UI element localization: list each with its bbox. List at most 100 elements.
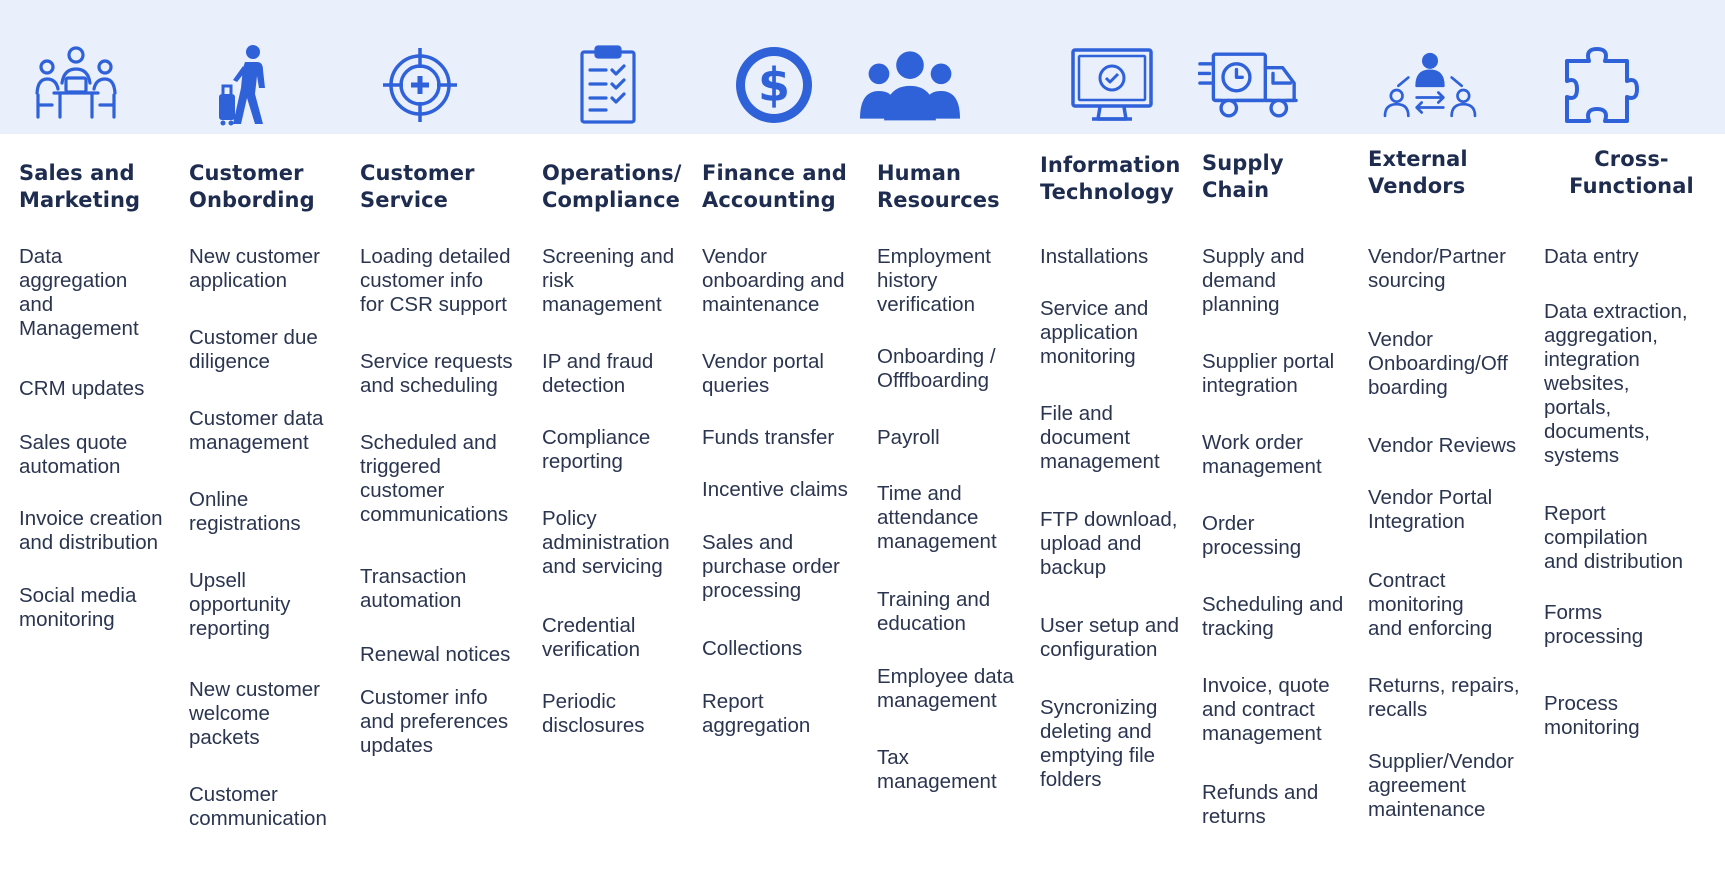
column-dollar-coin: Finance and Accounting Vendor onboarding an… [702, 160, 877, 880]
task-item-line: Supplier portal [1202, 350, 1335, 373]
task-item-line: Renewal notices [360, 643, 511, 666]
column-meeting: Sales and Marketing Data aggregation and Mana… [19, 160, 179, 880]
task-item-line: File and [1040, 402, 1113, 425]
delivery-truck-icon [1198, 40, 1298, 130]
task-item-line: customer [360, 479, 445, 502]
task-item: Sales quote automation [19, 431, 179, 479]
task-item-line: Process [1544, 692, 1619, 715]
task-item: Sales and purchase order processing [702, 531, 877, 603]
task-item: Loading detailed customer info for CSR sup… [360, 245, 540, 317]
task-item-line: Periodic [542, 690, 617, 713]
task-item-line: Service requests [360, 350, 513, 373]
task-item-line: Training and [877, 588, 991, 611]
task-item-line: maintenance [1368, 798, 1486, 821]
task-item-line: Employee data [877, 665, 1014, 688]
task-item-line: purchase order [702, 555, 840, 578]
task-item-line: deleting and [1040, 720, 1152, 743]
column-title: Customer Onbording [189, 160, 354, 214]
task-item: CRM updates [19, 377, 179, 401]
task-item-line: and [19, 293, 54, 316]
task-item-line: configuration [1040, 638, 1158, 661]
task-item-line: Forms [1544, 601, 1603, 624]
task-item-line: packets [189, 726, 260, 749]
task-item: Vendor Onboarding/Off boarding [1368, 328, 1538, 400]
task-item: Vendor onboarding and maintenance [702, 245, 877, 317]
task-item-line: management [877, 770, 997, 793]
task-item-line: Syncronizing [1040, 696, 1158, 719]
task-item: Service requests and scheduling [360, 350, 540, 398]
task-item-line: Collections [702, 637, 803, 660]
task-item-line: recalls [1368, 698, 1428, 721]
column-title-line: Service [360, 188, 449, 212]
task-item-line: Vendor Reviews [1368, 434, 1517, 457]
task-item: Data aggregation and Management [19, 245, 179, 341]
column-title-line: Accounting [702, 188, 836, 212]
task-item-line: history [877, 269, 938, 292]
task-item-line: Onboarding / [877, 345, 996, 368]
task-item-line: tracking [1202, 617, 1274, 640]
task-item-line: and enforcing [1368, 617, 1493, 640]
task-item-line: customer info [360, 269, 484, 292]
task-item-line: triggered [360, 455, 441, 478]
column-title-line: Marketing [19, 188, 141, 212]
task-item-line: Tax [877, 746, 909, 769]
task-item: New customer application [189, 245, 354, 293]
dollar-coin-icon: $ [724, 40, 824, 130]
task-item-line: Report [1544, 502, 1606, 525]
task-item: Onboarding / Offfboarding [877, 345, 1037, 393]
task-item: Credential verification [542, 614, 692, 662]
task-item: Process monitoring [1544, 692, 1719, 740]
task-item-line: automation [19, 455, 121, 478]
task-item-line: portals, [1544, 396, 1612, 419]
task-item: Supplier/Vendor agreement maintenance [1368, 750, 1538, 822]
target-icon [370, 40, 470, 130]
column-traveler: Customer Onbording New customer application… [189, 160, 354, 880]
task-item-line: returns [1202, 805, 1266, 828]
column-title-line: Chain [1202, 178, 1270, 202]
task-item: Forms processing [1544, 601, 1719, 649]
task-item-line: management [542, 293, 662, 316]
task-item-line: processing [1202, 536, 1302, 559]
task-item-line: communications [360, 503, 509, 526]
task-item-line: Invoice, quote [1202, 674, 1330, 697]
task-item: Vendor/Partner sourcing [1368, 245, 1538, 293]
task-item: Customer communication [189, 783, 354, 831]
puzzle-piece-icon [1550, 40, 1650, 130]
task-item-line: Loading detailed [360, 245, 511, 268]
icon-band: $ [0, 0, 1725, 134]
task-item-line: Refunds and [1202, 781, 1319, 804]
task-item-line: emptying file [1040, 744, 1156, 767]
task-item-line: CRM updates [19, 377, 145, 400]
task-item: Customer data management [189, 407, 354, 455]
task-item-line: websites, [1544, 372, 1630, 395]
column-title-line: Resources [877, 188, 1000, 212]
column-vendor-exchange: External Vendors Vendor/Partner sourcing Ven… [1368, 146, 1538, 880]
column-monitor-check: Information Technology Installations Servic… [1040, 152, 1200, 880]
task-item-line: compilation [1544, 526, 1648, 549]
task-item: Incentive claims [702, 478, 877, 502]
task-item-line: Credential [542, 614, 636, 637]
task-item-line: Supplier/Vendor [1368, 750, 1514, 773]
task-item-line: IP and fraud [542, 350, 654, 373]
column-title: Human Resources [877, 160, 1037, 214]
task-item-line: Social media [19, 584, 137, 607]
column-title-line: Onbording [189, 188, 315, 212]
task-item: Social media monitoring [19, 584, 179, 632]
task-item-line: automation [360, 589, 462, 612]
task-item-line: processing [1544, 625, 1644, 648]
task-item: Contract monitoring and enforcing [1368, 569, 1538, 641]
task-item: Time and attendance management [877, 482, 1037, 554]
task-item-line: reporting [189, 617, 270, 640]
task-item-line: Time and [877, 482, 962, 505]
task-item-line: Sales and [702, 531, 794, 554]
task-item-line: Vendor [1368, 328, 1433, 351]
people-group-icon [860, 40, 960, 130]
task-item-line: Sales quote [19, 431, 128, 454]
task-item: FTP download, upload and backup [1040, 508, 1200, 580]
column-title-line: Sales and [19, 161, 135, 185]
task-item-line: registrations [189, 512, 301, 535]
column-title-line: Compliance [542, 188, 680, 212]
task-item: Vendor Reviews [1368, 434, 1538, 458]
task-item-line: application [1040, 321, 1139, 344]
task-item-line: sourcing [1368, 269, 1446, 292]
